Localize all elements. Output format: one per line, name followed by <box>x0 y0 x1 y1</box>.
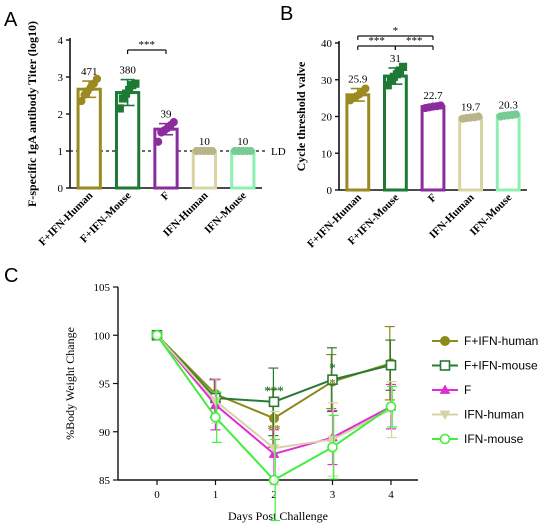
series-point <box>268 474 280 486</box>
panel-b-letter: B <box>280 3 293 25</box>
y-tick-label: 0 <box>58 183 64 195</box>
y-tick-label: 3 <box>58 72 64 84</box>
bar-3 <box>420 105 446 192</box>
significance-label: *** <box>368 35 385 47</box>
legend-label: IFN-mouse <box>464 432 524 446</box>
series-point <box>210 396 221 407</box>
y-axis-title: Cycle threshold valve <box>294 61 308 171</box>
legend-label: F+IFN-mouse <box>464 359 538 373</box>
series-point <box>210 411 221 423</box>
data-point <box>246 146 255 156</box>
x-category-label: F <box>426 191 439 204</box>
y-tick-label: 100 <box>94 330 111 342</box>
legend-marker <box>440 336 450 346</box>
data-point <box>511 110 520 119</box>
data-label: 20.3 <box>499 99 519 111</box>
data-point <box>115 104 124 113</box>
data-point <box>154 137 163 146</box>
bar-5 <box>495 113 521 192</box>
y-tick-label: 90 <box>99 427 111 439</box>
significance-label: * <box>393 25 399 37</box>
chart-a: 0 1 2 3 4 F-specific IgA antibody Titer (log1… <box>25 21 286 248</box>
data-point <box>436 101 445 110</box>
bar-4 <box>458 116 484 192</box>
series-point <box>385 401 397 412</box>
data-label: 25.9 <box>348 74 368 86</box>
y-tick-label: 85 <box>99 475 111 487</box>
significance-annotation: * <box>329 360 336 375</box>
significance-annotation: ** <box>268 422 281 437</box>
series-point <box>268 396 280 408</box>
series-point <box>268 444 280 454</box>
y-tick-label: 4 <box>58 35 64 47</box>
series-point <box>327 441 338 453</box>
data-point <box>398 62 408 71</box>
panel-c-letter: C <box>4 265 18 287</box>
y-tick-label: 10 <box>321 148 333 160</box>
x-category-label: F <box>159 189 172 202</box>
data-point <box>169 118 178 127</box>
data-label: 10 <box>237 136 249 148</box>
significance-annotation: *** <box>264 383 284 398</box>
bar-5 <box>230 149 256 190</box>
series-point <box>327 435 338 445</box>
x-category-label: IFN-Mouse <box>202 190 249 237</box>
chart-c: 85 90 95 100 105 0 1 2 3 4 Days Post Challenge %Bod… <box>63 282 538 523</box>
bar-4 <box>191 149 218 190</box>
series-point <box>151 329 163 341</box>
bar-2 <box>382 74 408 192</box>
limit-of-detection-label: LD <box>271 146 286 158</box>
significance-label: *** <box>139 39 156 51</box>
y-tick-label: 30 <box>321 75 333 87</box>
y-tick-label: 105 <box>94 282 111 294</box>
x-axis-title: Days Post Challenge <box>228 509 328 523</box>
data-point <box>474 112 483 121</box>
panel-a-letter: A <box>4 9 18 31</box>
data-point <box>131 79 140 88</box>
y-tick-label: 2 <box>58 109 64 121</box>
data-point <box>77 96 86 106</box>
series-point <box>385 359 397 371</box>
y-tick-label: 1 <box>58 146 64 158</box>
data-label: 39 <box>161 109 173 121</box>
x-tick-label: 1 <box>213 489 219 501</box>
legend-marker <box>439 384 451 394</box>
legend-marker <box>439 410 451 421</box>
legend-label: IFN-human <box>464 408 524 422</box>
significance-annotation: * <box>329 375 336 390</box>
data-label: 380 <box>119 65 136 77</box>
data-label: 19.7 <box>461 102 481 114</box>
data-label: 31 <box>390 53 401 65</box>
significance-label: *** <box>406 35 423 47</box>
x-tick-label: 4 <box>388 489 394 501</box>
y-tick-label: 20 <box>321 112 333 124</box>
x-tick-label: 3 <box>330 489 336 501</box>
legend: F+IFN-human F+IFN-mouse F IFN-human IFN-mous… <box>432 334 538 446</box>
data-label: 471 <box>81 66 98 78</box>
x-tick-label: 0 <box>154 489 160 501</box>
legend-label: F <box>464 383 471 397</box>
y-axis-title: F-specific IgA antibody Titer (log10) <box>25 21 39 207</box>
data-point <box>208 146 217 156</box>
y-tick-label: 0 <box>327 185 333 197</box>
y-tick-label: 40 <box>321 38 333 50</box>
y-tick-label: 95 <box>99 379 111 391</box>
x-tick-label: 2 <box>271 489 277 501</box>
data-label: 22.7 <box>423 90 443 102</box>
data-point <box>361 84 370 93</box>
series-point <box>327 374 338 385</box>
legend-marker <box>439 360 451 371</box>
data-label: 10 <box>199 136 211 148</box>
legend-marker <box>439 433 451 445</box>
bar-1 <box>345 93 371 192</box>
y-axis-title: %Body Weight Change <box>63 327 77 440</box>
data-point <box>92 74 102 83</box>
legend-label: F+IFN-human <box>464 334 538 348</box>
